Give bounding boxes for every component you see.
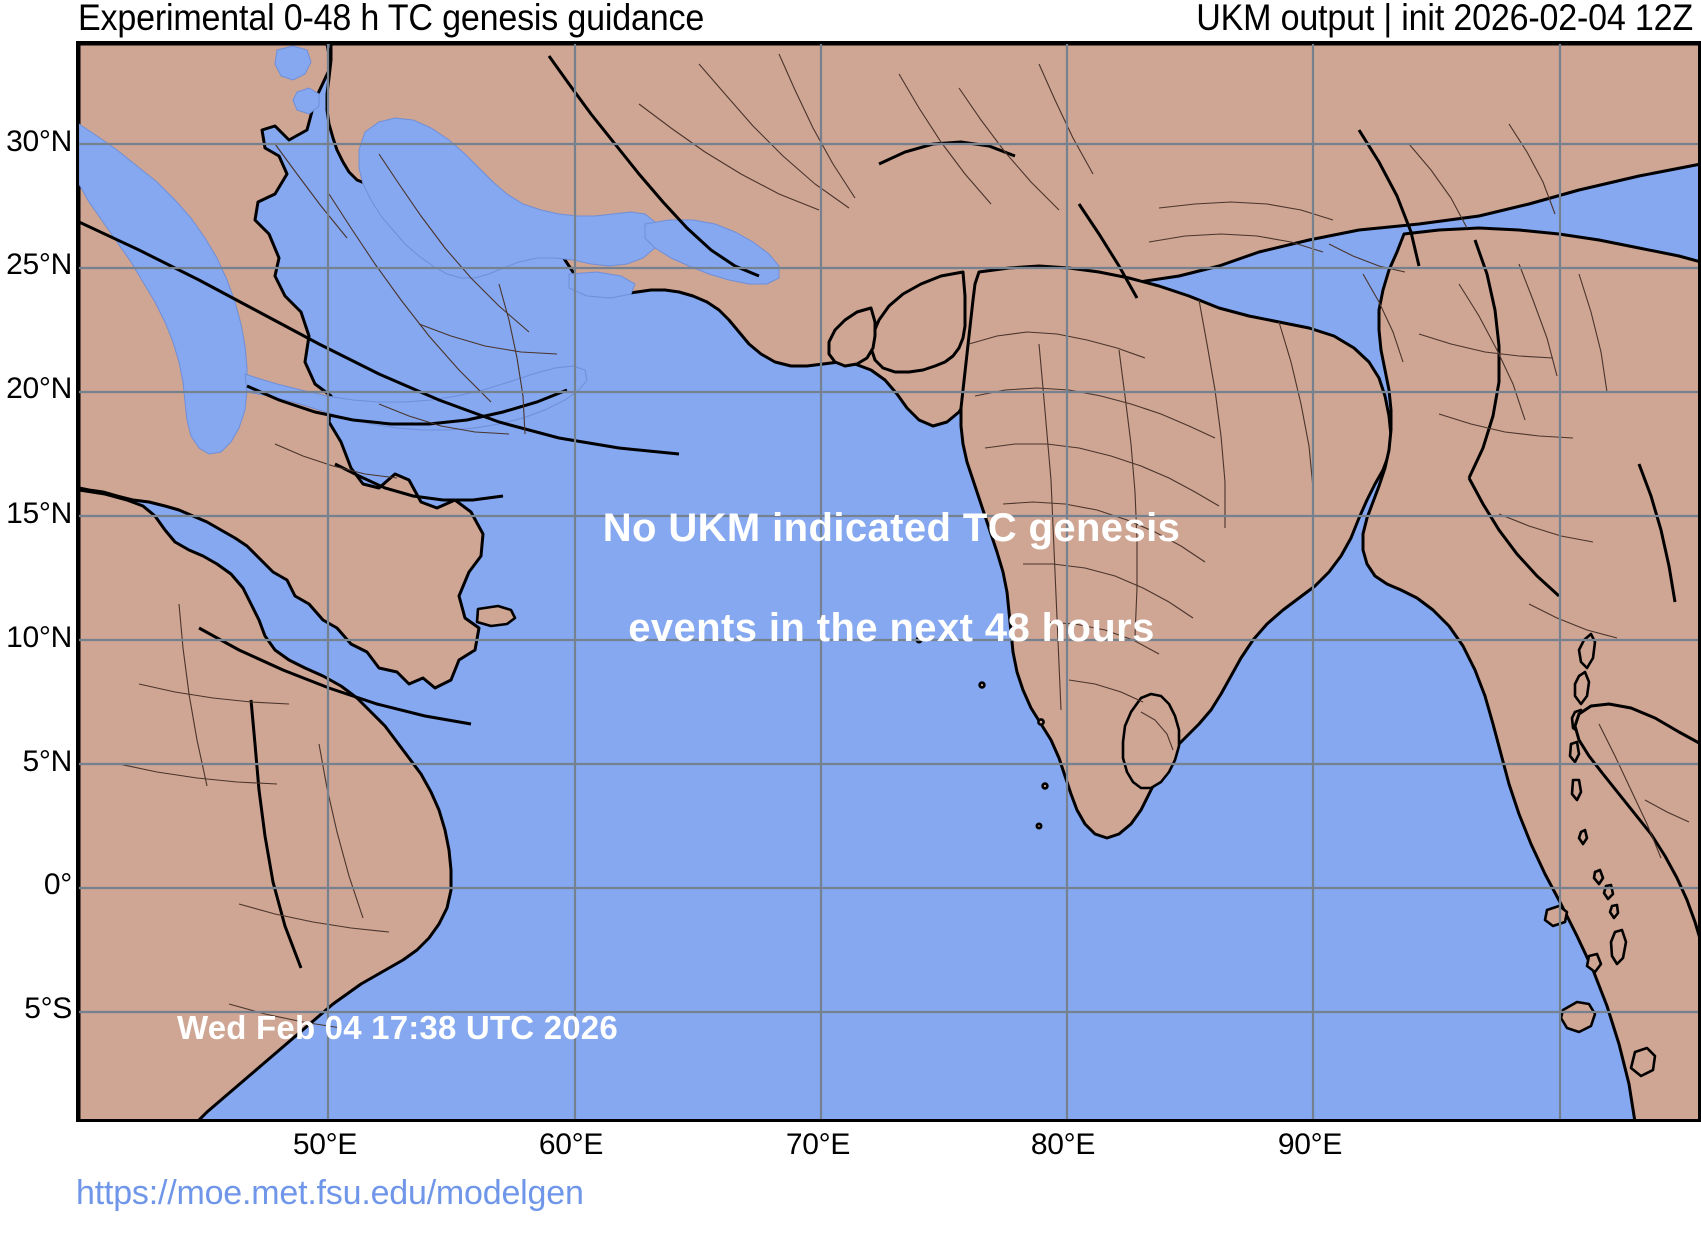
admin-borders <box>118 53 1690 1029</box>
y-tick-15n: 15°N <box>6 497 72 530</box>
map-canvas: .land { fill:#cfa593; stroke:#000000; st… <box>79 44 1698 1119</box>
y-tick-0: 0° <box>43 868 72 901</box>
map-panel[interactable]: .land { fill:#cfa593; stroke:#000000; st… <box>76 41 1701 1122</box>
landmass-group <box>79 44 1698 1119</box>
y-tick-10n: 10°N <box>6 621 72 654</box>
x-tick-50e: 50°E <box>292 1128 358 1161</box>
page-title: Experimental 0-48 h TC genesis guidance <box>78 0 705 38</box>
header-bar: Experimental 0-48 h TC genesis guidance … <box>0 0 1701 40</box>
model-init-label: UKM output | init 2026-02-04 12Z <box>1196 0 1693 38</box>
y-tick-25n: 25°N <box>6 248 72 281</box>
x-tick-60e: 60°E <box>538 1128 604 1161</box>
x-tick-70e: 70°E <box>785 1128 851 1161</box>
source-url-link[interactable]: https://moe.met.fsu.edu/modelgen <box>76 1174 584 1212</box>
y-tick-5n: 5°N <box>22 745 73 778</box>
y-tick-5s: 5°S <box>24 992 72 1025</box>
x-tick-80e: 80°E <box>1030 1128 1096 1161</box>
x-tick-90e: 90°E <box>1277 1128 1343 1161</box>
y-tick-30n: 30°N <box>6 125 72 158</box>
graticule <box>79 44 1698 1119</box>
y-tick-20n: 20°N <box>6 372 72 405</box>
